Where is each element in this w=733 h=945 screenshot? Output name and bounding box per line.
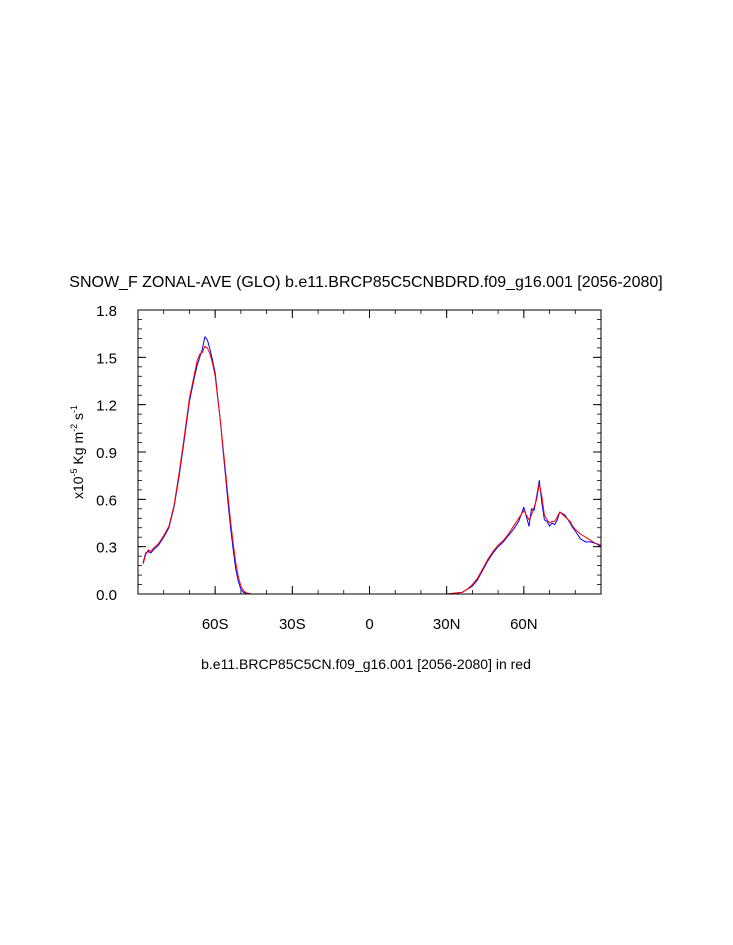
y-axis-label-exp3: -1 — [69, 405, 79, 413]
y-tick-labels: 0.0 0.3 0.6 0.9 1.2 1.5 1.8 — [96, 303, 117, 604]
y-tick-label: 0.6 — [96, 492, 117, 509]
y-axis-label: x10-5 Kg m-2 s-1 — [69, 405, 86, 499]
x-tick-label: 0 — [365, 616, 373, 633]
series-line-1 — [142, 345, 602, 595]
x-tick-label: 30S — [279, 616, 306, 633]
y-tick-label: 1.5 — [96, 350, 117, 367]
x-tick-labels: 60S 30S 0 30N 60N — [202, 616, 538, 633]
y-axis-label-mid: Kg m — [70, 432, 86, 469]
y-tick-label: 0.0 — [96, 587, 117, 604]
y-axis-label-exp2: -2 — [69, 424, 79, 432]
y-tick-label: 1.8 — [96, 303, 117, 320]
series-line-0 — [142, 336, 602, 595]
y-tick-label: 0.3 — [96, 540, 117, 557]
x-tick-label: 60N — [510, 616, 538, 633]
y-axis-label-mid2: s — [70, 413, 86, 424]
chart-subtitle: b.e11.BRCP85C5CN.f09_g16.001 [2056-2080]… — [201, 656, 531, 672]
plot-frame — [137, 309, 602, 595]
y-tick-label: 0.9 — [96, 445, 117, 462]
x-tick-label: 30N — [433, 616, 461, 633]
series-lines — [142, 336, 602, 595]
axis-ticks — [137, 309, 602, 595]
y-axis-label-prefix: x10 — [70, 476, 86, 499]
y-tick-label: 1.2 — [96, 398, 117, 415]
chart-title: SNOW_F ZONAL-AVE (GLO) b.e11.BRCP85C5CNB… — [69, 274, 662, 291]
y-axis-label-exp1: -5 — [69, 468, 79, 476]
x-tick-label: 60S — [202, 616, 229, 633]
